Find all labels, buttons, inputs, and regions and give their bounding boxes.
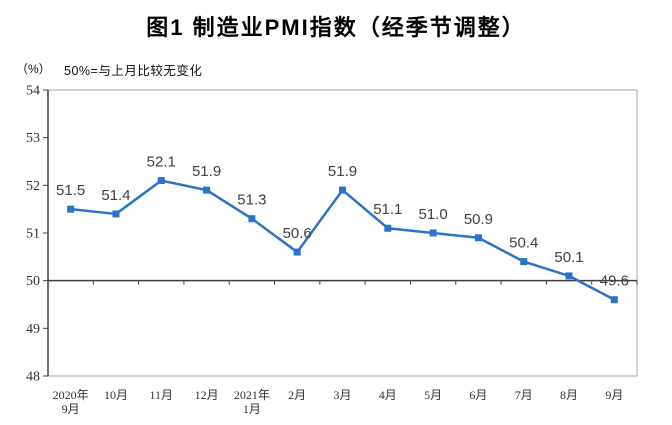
data-point-marker xyxy=(67,205,75,213)
x-axis-label: 5月 xyxy=(424,388,442,402)
data-point-marker xyxy=(203,186,211,194)
data-point-marker xyxy=(157,177,165,185)
data-point-marker xyxy=(339,186,346,194)
y-axis-label: 48 xyxy=(26,370,40,385)
data-point-marker xyxy=(520,258,528,266)
x-axis-label: 2020年 xyxy=(53,388,89,402)
plot-border xyxy=(47,89,638,377)
x-axis-label: 8月 xyxy=(560,388,578,402)
data-point-label: 51.9 xyxy=(192,163,221,180)
data-point-marker xyxy=(293,248,301,256)
y-axis-label: 53 xyxy=(26,131,40,146)
y-axis-label: 50 xyxy=(26,274,40,289)
x-axis-label: 3月 xyxy=(333,388,351,402)
data-point-label: 51.1 xyxy=(373,201,402,218)
x-axis-label: 9月 xyxy=(605,388,623,402)
x-axis-label: 10月 xyxy=(104,388,128,402)
x-axis-label: 7月 xyxy=(515,388,533,402)
y-axis-unit-label: （%） xyxy=(16,62,51,76)
data-point-marker xyxy=(429,229,437,237)
data-point-label: 50.6 xyxy=(283,225,312,242)
x-axis-label: 6月 xyxy=(469,388,487,402)
y-axis-label: 51 xyxy=(26,227,40,242)
x-axis-label: 2月 xyxy=(288,388,306,402)
data-point-marker xyxy=(610,296,618,304)
data-point-marker xyxy=(474,234,482,242)
data-point-label: 52.1 xyxy=(147,154,176,171)
data-point-marker xyxy=(384,224,392,232)
data-point-marker xyxy=(248,215,256,223)
data-point-marker xyxy=(112,210,120,218)
data-point-label: 49.6 xyxy=(600,273,629,290)
data-point-label: 50.4 xyxy=(509,235,538,252)
data-point-label: 51.9 xyxy=(328,163,357,180)
y-axis-label: 49 xyxy=(26,322,40,337)
data-point-label: 50.1 xyxy=(554,249,583,266)
y-axis-label: 52 xyxy=(26,179,40,194)
x-axis-label: 2021年 xyxy=(234,388,270,402)
chart-title: 图1 制造业PMI指数（经季节调整） xyxy=(146,15,526,40)
x-axis-label: 9月 xyxy=(62,402,80,416)
y-axis-label: 54 xyxy=(26,84,40,99)
x-axis-label: 12月 xyxy=(195,388,219,402)
data-point-label: 51.5 xyxy=(56,182,85,199)
data-point-label: 50.9 xyxy=(464,211,493,228)
x-axis-label: 4月 xyxy=(379,388,397,402)
x-axis-label: 11月 xyxy=(149,388,173,402)
data-point-label: 51.3 xyxy=(237,192,266,209)
data-point-label: 51.0 xyxy=(419,206,448,223)
x-axis-label: 1月 xyxy=(243,402,261,416)
data-point-marker xyxy=(565,272,573,280)
reference-note: 50%=与上月比较无变化 xyxy=(64,64,203,78)
data-point-label: 51.4 xyxy=(101,187,130,204)
